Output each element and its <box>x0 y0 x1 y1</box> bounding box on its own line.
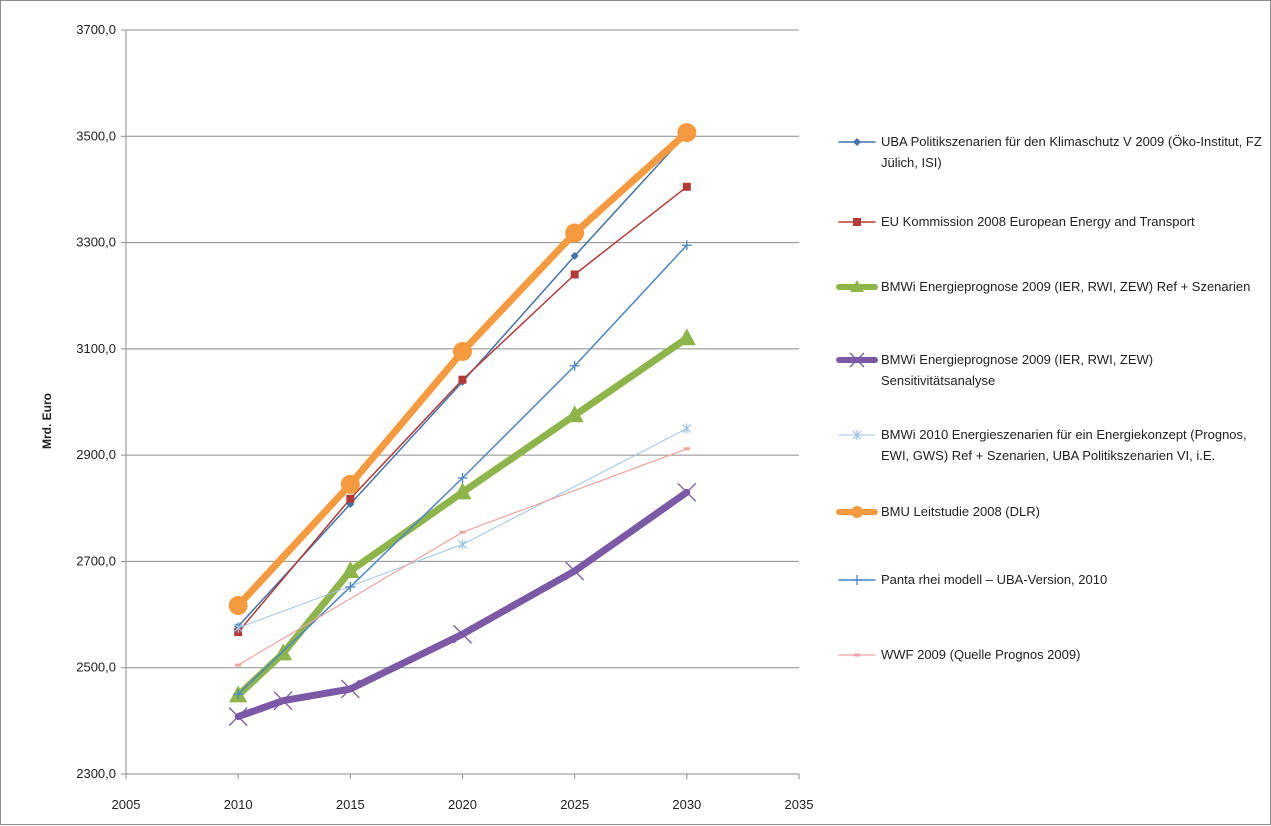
data-point <box>457 472 468 483</box>
legend-key <box>836 352 878 368</box>
legend-item: EU Kommission 2008 European Energy and T… <box>833 211 1265 251</box>
legend-item: Panta rhei modell – UBA-Version, 2010 <box>833 569 1265 609</box>
data-point <box>681 240 692 251</box>
legend-label: UBA Politikszenarien für den Klimaschutz… <box>881 134 1262 170</box>
data-point <box>458 539 467 550</box>
series-2 <box>234 182 691 637</box>
data-point <box>341 560 360 578</box>
series-6 <box>228 123 697 616</box>
legend-key-marker <box>852 575 862 585</box>
x-tick-label: 2015 <box>336 797 365 812</box>
legend-key-marker <box>849 352 865 368</box>
data-point <box>235 663 242 667</box>
legend-key-marker <box>853 138 861 146</box>
series-4 <box>228 482 697 727</box>
data-point <box>565 561 585 581</box>
series-line <box>234 334 691 699</box>
legend-item: WWF 2009 (Quelle Prognos 2009) <box>833 644 1265 684</box>
series-8 <box>235 447 690 667</box>
data-point <box>345 581 356 592</box>
legend-item: BMU Leitstudie 2008 (DLR) <box>833 501 1265 541</box>
data-point <box>459 530 466 534</box>
legend-label: BMU Leitstudie 2008 (DLR) <box>881 504 1040 519</box>
data-point <box>682 182 691 191</box>
legend-key <box>838 430 876 440</box>
data-point <box>565 223 585 243</box>
data-point <box>233 689 244 700</box>
legend-key <box>838 138 876 146</box>
legend-key <box>838 218 876 226</box>
data-point <box>570 270 579 279</box>
series-line <box>234 488 691 721</box>
legend-key-marker <box>852 430 862 440</box>
y-tick-label: 3500,0 <box>76 128 116 143</box>
series-7 <box>233 240 692 700</box>
legend-key <box>838 575 876 585</box>
data-point <box>340 679 360 699</box>
data-point <box>340 474 360 494</box>
data-point <box>677 123 697 143</box>
axes <box>121 29 800 779</box>
legend-key-marker <box>850 280 864 292</box>
y-tick-label: 2500,0 <box>76 660 116 675</box>
series-line <box>234 129 691 609</box>
data-point <box>682 423 692 434</box>
legend-key-marker <box>853 218 861 226</box>
data-point <box>228 707 248 727</box>
y-tick-label: 3100,0 <box>76 341 116 356</box>
y-tick-label: 3300,0 <box>76 235 116 250</box>
legend-key <box>836 506 878 518</box>
x-tick-label: 2025 <box>560 797 589 812</box>
legend-key-marker <box>851 506 863 518</box>
data-point <box>273 691 293 711</box>
y-tick-labels: 2300,0 2500,0 2700,0 2900,0 3100,0 3300,0 3500… <box>76 22 116 781</box>
y-axis-label: Mrd. Euro <box>40 393 54 449</box>
legend-key <box>836 280 878 292</box>
legend-label: WWF 2009 (Quelle Prognos 2009) <box>881 647 1081 662</box>
y-tick-label: 2700,0 <box>76 553 116 568</box>
data-point <box>677 328 696 346</box>
x-tick-label: 2005 <box>112 797 141 812</box>
x-tick-label: 2035 <box>785 797 814 812</box>
x-tick-labels: 2005 2010 2015 2020 2025 2030 2035 <box>112 797 814 812</box>
data-point <box>346 494 355 503</box>
legend-label: BMWi Energieprognose 2009 (IER, RWI, ZEW… <box>881 352 1154 388</box>
legend-item: BMWi Energieprognose 2009 (IER, RWI, ZEW… <box>833 349 1265 389</box>
legend-item: BMWi Energieprognose 2009 (IER, RWI, ZEW… <box>833 276 1265 316</box>
data-point <box>565 405 584 423</box>
data-point <box>453 624 472 644</box>
data-point <box>569 360 580 371</box>
data-point <box>453 482 472 500</box>
x-tick-label: 2010 <box>224 797 253 812</box>
y-tick-label: 2300,0 <box>76 766 116 781</box>
data-point <box>683 447 690 451</box>
legend-label: BMWi Energieprognose 2009 (IER, RWI, ZEW… <box>881 279 1251 294</box>
data-point <box>458 375 467 384</box>
legend-item: BMWi 2010 Energieszenarien für ein Energ… <box>833 424 1265 464</box>
legend-item: UBA Politikszenarien für den Klimaschutz… <box>833 131 1265 171</box>
data-point <box>570 251 579 260</box>
gridlines <box>126 29 799 669</box>
legend-key <box>838 653 876 657</box>
series-group <box>228 123 697 727</box>
legend-label: BMWi 2010 Energieszenarien für ein Energ… <box>881 427 1247 463</box>
data-point <box>233 622 243 633</box>
series-5 <box>233 423 692 633</box>
y-tick-label: 3700,0 <box>76 22 116 37</box>
x-tick-label: 2030 <box>672 797 701 812</box>
legend-label: EU Kommission 2008 European Energy and T… <box>881 214 1195 229</box>
y-tick-label: 2900,0 <box>76 447 116 462</box>
legend-key-marker <box>854 653 860 657</box>
data-point <box>677 482 697 502</box>
series-line <box>237 186 688 633</box>
legend-label: Panta rhei modell – UBA-Version, 2010 <box>881 572 1108 587</box>
data-point <box>228 596 248 616</box>
data-point <box>453 342 472 362</box>
x-tick-label: 2020 <box>448 797 477 812</box>
